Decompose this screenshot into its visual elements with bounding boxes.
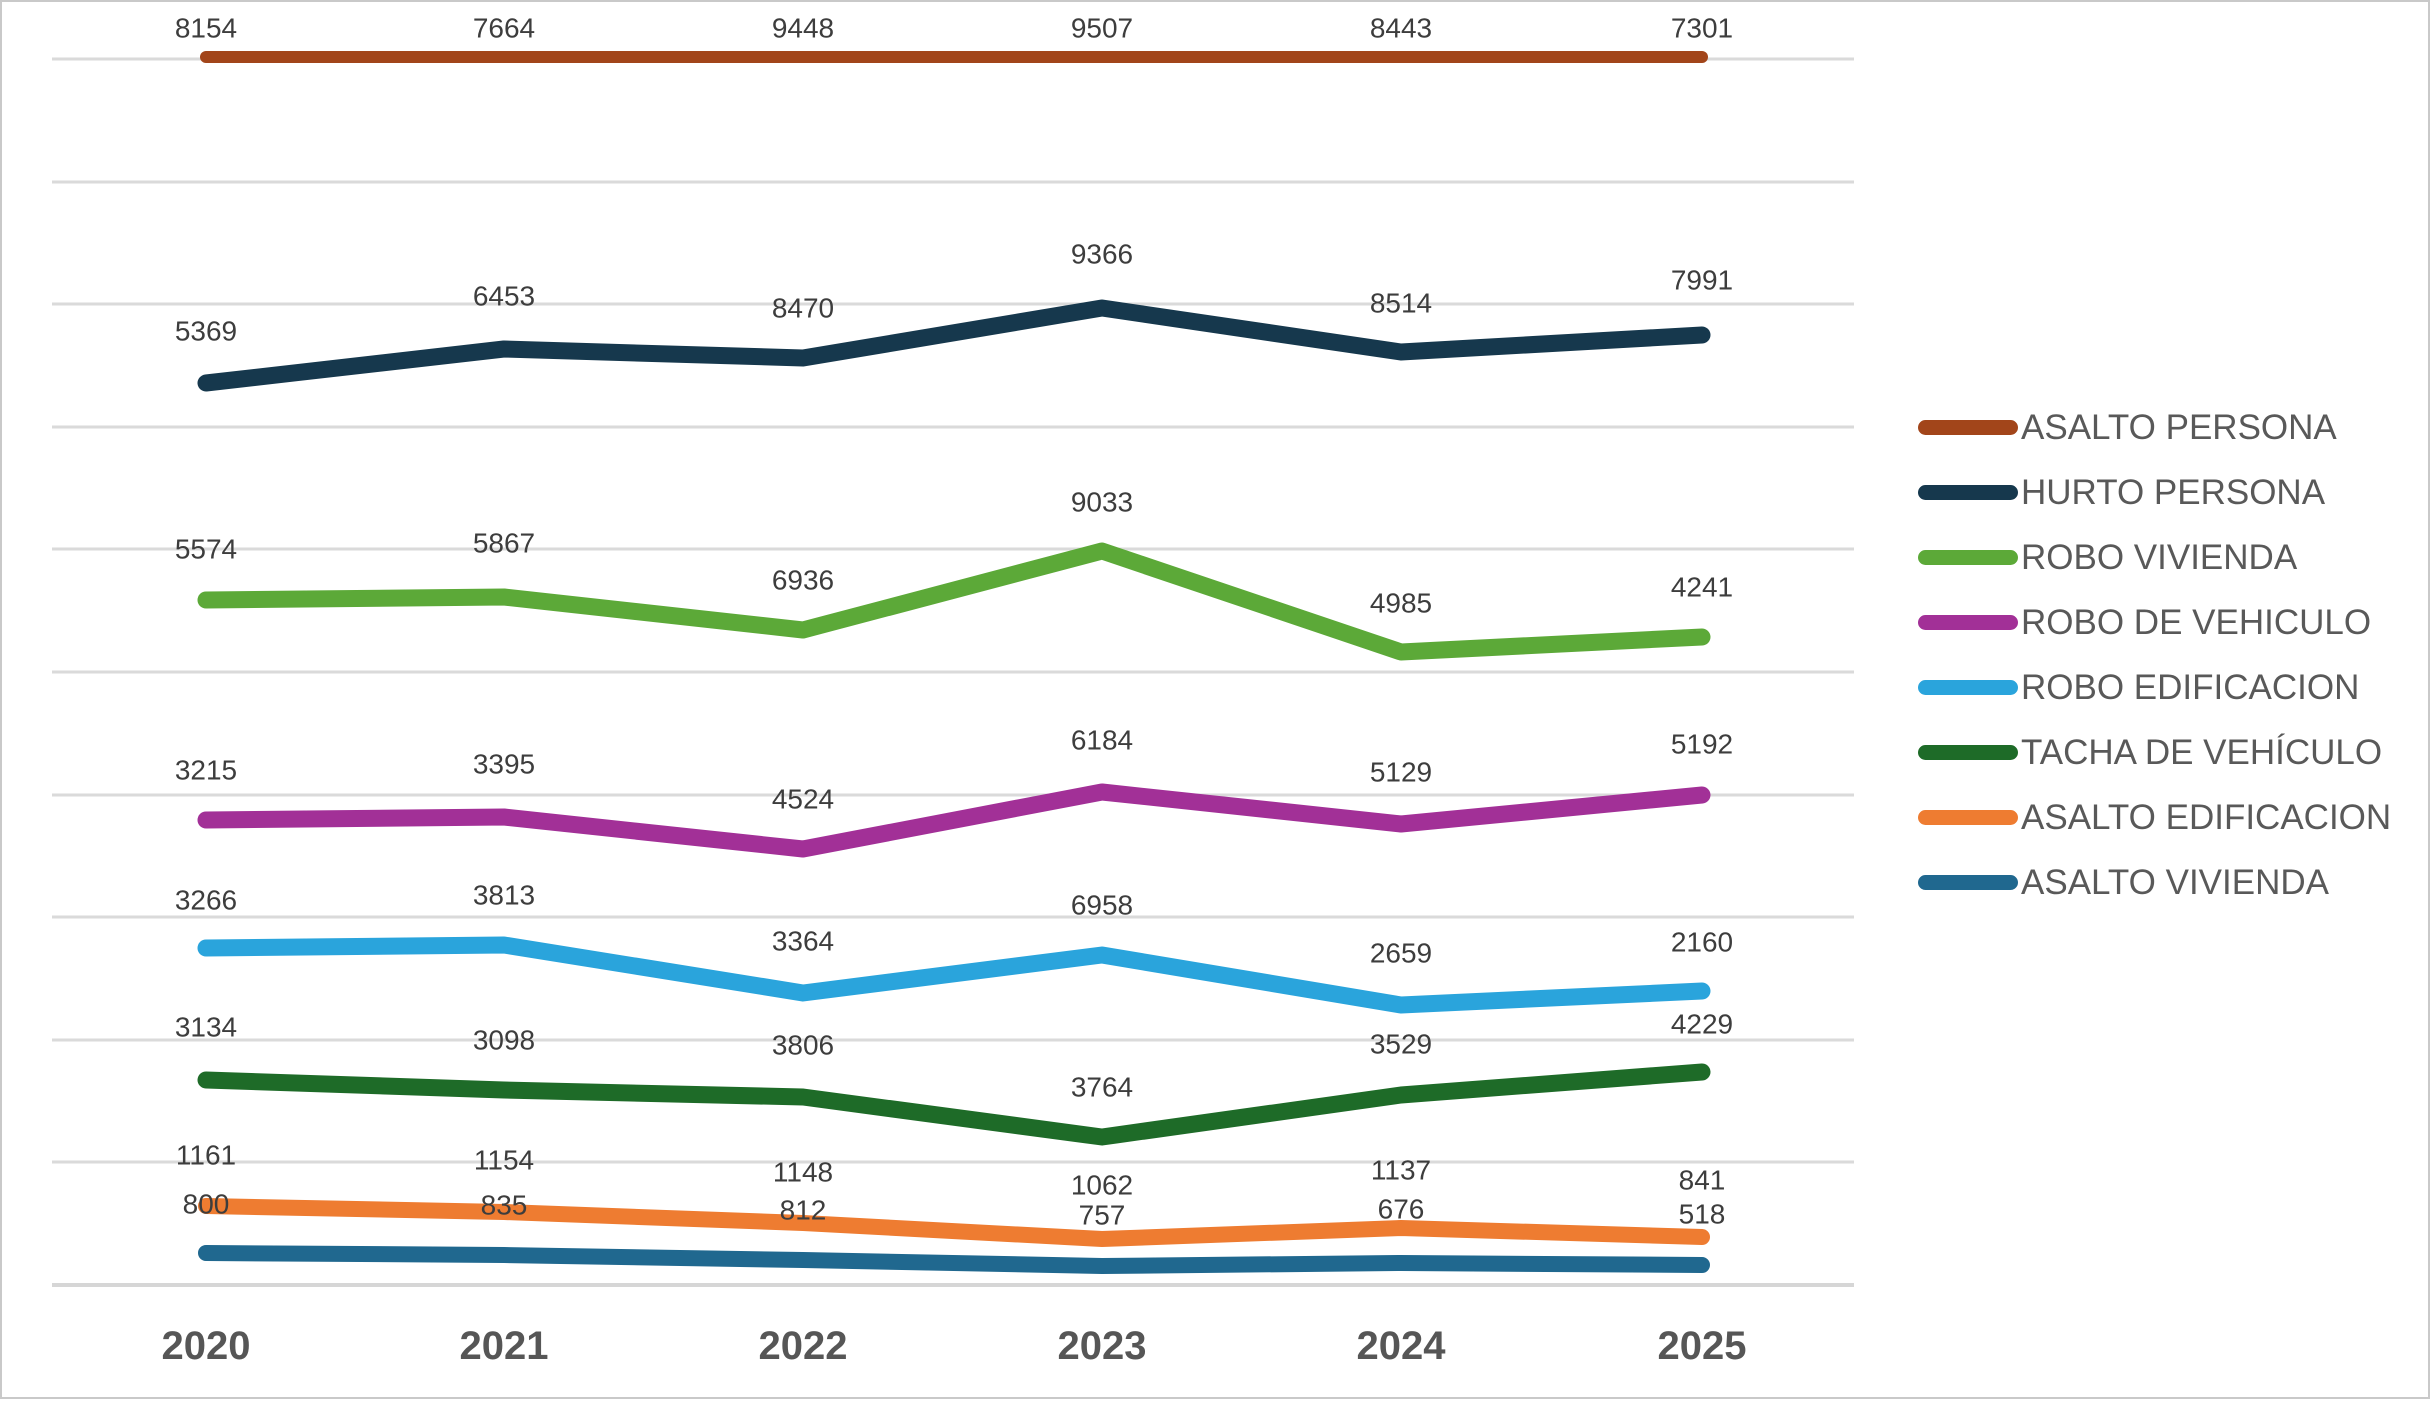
data-label: 1148 [773, 1157, 833, 1188]
data-label: 3134 [175, 1012, 237, 1043]
data-label: 4524 [772, 784, 834, 815]
legend-swatch-robo-edificacion [1918, 679, 2018, 695]
series-line-hurto-persona [197, 299, 1711, 392]
data-label: 518 [1679, 1199, 1726, 1230]
data-label: 4985 [1370, 588, 1432, 619]
data-label: 6936 [772, 565, 834, 596]
data-label: 1062 [1071, 1170, 1133, 1201]
data-label: 9507 [1071, 13, 1133, 44]
data-label: 841 [1679, 1165, 1726, 1196]
legend-swatch-hurto-persona [1918, 484, 2018, 500]
legend-item-robo-vivienda: ROBO VIVIENDA [1918, 539, 2391, 575]
data-label: 7664 [473, 13, 535, 44]
data-label: 5369 [175, 316, 237, 347]
legend-label: ASALTO PERSONA [2021, 407, 2337, 447]
data-label: 1137 [1371, 1155, 1431, 1186]
chart-legend: ASALTO PERSONA HURTO PERSONA ROBO VIVIEN… [1918, 409, 2391, 900]
data-label: 676 [1378, 1194, 1425, 1225]
data-label: 6184 [1071, 725, 1133, 756]
data-label: 4229 [1671, 1009, 1733, 1040]
data-label: 2659 [1370, 938, 1432, 969]
legend-label: ASALTO EDIFICACION [2021, 797, 2392, 837]
legend-item-asalto-vivienda: ASALTO VIVIENDA [1918, 864, 2391, 900]
data-label: 9448 [772, 13, 834, 44]
legend-item-asalto-edificacion: ASALTO EDIFICACION [1918, 799, 2391, 835]
data-label: 5867 [473, 528, 535, 559]
data-label: 9366 [1071, 239, 1133, 270]
legend-label: ROBO VIVIENDA [2021, 537, 2298, 577]
legend-item-tacha-de-vehiculo: TACHA DE VEHÍCULO [1918, 734, 2391, 770]
data-label: 3813 [473, 880, 535, 911]
data-label: 7991 [1671, 265, 1733, 296]
legend-item-robo-edificacion: ROBO EDIFICACION [1918, 669, 2391, 705]
data-label: 812 [780, 1195, 827, 1226]
data-label: 3364 [772, 926, 834, 957]
data-label: 3395 [473, 749, 535, 780]
data-label: 8154 [175, 13, 237, 44]
data-label: 3215 [175, 755, 237, 786]
legend-swatch-asalto-persona [1918, 419, 2018, 435]
legend-label: ROBO EDIFICACION [2021, 667, 2360, 707]
series-line-robo-vivienda [197, 542, 1711, 661]
legend-item-hurto-persona: HURTO PERSONA [1918, 474, 2391, 510]
data-label: 3806 [772, 1030, 834, 1061]
series-line-asalto-vivienda [198, 1245, 1710, 1274]
legend-swatch-asalto-edificacion [1918, 809, 2018, 825]
legend-swatch-robo-de-vehiculo [1918, 614, 2018, 630]
legend-swatch-robo-vivienda [1918, 549, 2018, 565]
data-label: 8443 [1370, 13, 1432, 44]
series-line-tacha-de-vehiculo [197, 1063, 1711, 1146]
data-label: 800 [183, 1189, 230, 1220]
data-label: 3764 [1071, 1072, 1133, 1103]
data-label: 3529 [1370, 1029, 1432, 1060]
series-line-robo-edificacion [197, 936, 1711, 1014]
data-label: 835 [481, 1190, 528, 1221]
legend-item-asalto-persona: ASALTO PERSONA [1918, 409, 2391, 445]
data-label: 7301 [1671, 13, 1733, 44]
data-label: 1161 [176, 1140, 236, 1171]
legend-label: TACHA DE VEHÍCULO [2021, 732, 2383, 772]
data-label: 6453 [473, 281, 535, 312]
legend-label: ASALTO VIVIENDA [2021, 862, 2329, 902]
data-label: 3098 [473, 1025, 535, 1056]
data-label: 4241 [1671, 572, 1733, 603]
data-label: 8514 [1370, 288, 1432, 319]
legend-swatch-tacha-de-vehiculo [1918, 744, 2018, 760]
data-label: 5192 [1671, 729, 1733, 760]
legend-label: ROBO DE VEHICULO [2021, 602, 2372, 642]
data-label: 757 [1079, 1200, 1126, 1231]
series-line-asalto-edificacion [198, 1198, 1710, 1247]
data-label: 5129 [1370, 757, 1432, 788]
data-label: 9033 [1071, 487, 1133, 518]
data-label: 1154 [474, 1145, 534, 1176]
legend-swatch-asalto-vivienda [1918, 874, 2018, 890]
series-line-robo-de-vehiculo [197, 783, 1711, 858]
data-label: 5574 [175, 534, 237, 565]
legend-item-robo-de-vehiculo: ROBO DE VEHICULO [1918, 604, 2391, 640]
data-label: 3266 [175, 885, 237, 916]
data-label: 2160 [1671, 927, 1733, 958]
data-label: 8470 [772, 293, 834, 324]
legend-label: HURTO PERSONA [2021, 472, 2326, 512]
data-label: 6958 [1071, 890, 1133, 921]
